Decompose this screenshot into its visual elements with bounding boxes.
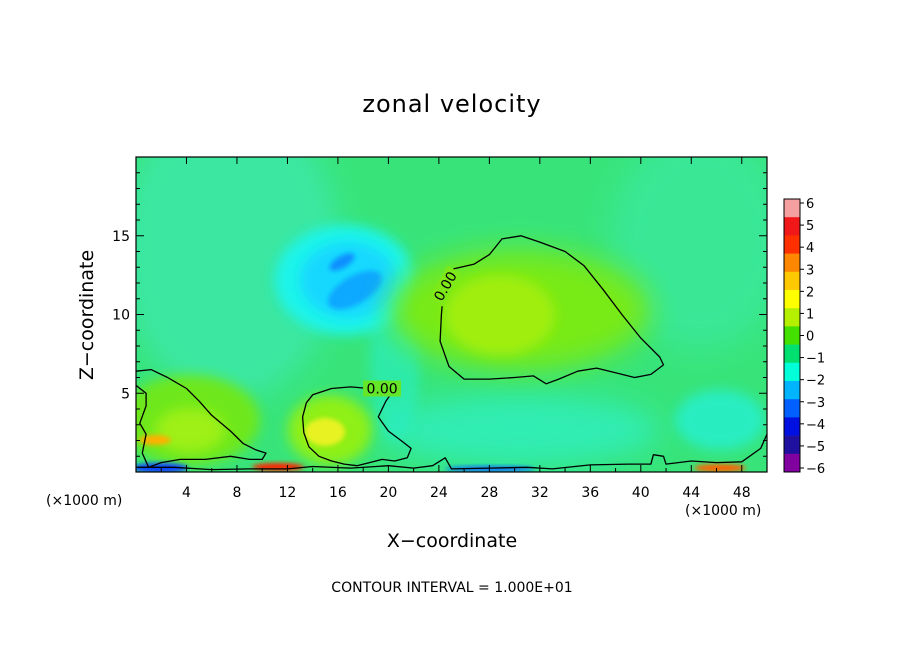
colorbar-segment (784, 326, 800, 345)
colorbar-segment (784, 417, 800, 436)
field-cyan-lower-right (675, 390, 765, 450)
field-bottom-red (252, 463, 304, 471)
colorbar-tick-label: 0 (806, 330, 814, 345)
x-tick-label: 48 (733, 485, 751, 501)
field-shading (136, 157, 767, 472)
colorbar-segment (784, 381, 800, 400)
y-axis-label: Z−coordinate (76, 250, 98, 380)
x-unit-right: (×1000 m) (685, 503, 761, 519)
x-axis-label: X−coordinate (387, 530, 517, 552)
colorbar-tick-label: −4 (806, 418, 825, 433)
colorbar-segment (784, 199, 800, 218)
x-tick-label: 8 (232, 485, 241, 501)
field-mid-lobe-inner (305, 418, 345, 446)
x-tick-label: 36 (581, 485, 599, 501)
contour-label: 0.00 (367, 382, 398, 398)
contour-lines: 0.000.00 (136, 235, 767, 471)
colorbar-segment (784, 253, 800, 273)
field-cyan-lower (380, 395, 660, 465)
contour-line-4 (136, 433, 767, 471)
y-tick-label: 15 (112, 229, 130, 245)
contour-label-bg (428, 265, 462, 307)
x-unit-left: (×1000 m) (46, 493, 122, 509)
field-wall-warm (139, 435, 171, 445)
y-tick-label: 5 (121, 386, 130, 402)
colorbar-segment (784, 362, 800, 382)
colorbar-tick-label: 4 (806, 241, 814, 256)
colorbar-tick-label: −2 (806, 374, 825, 389)
colorbar-segment (784, 344, 800, 364)
field-cyan-band-left (136, 157, 340, 400)
colorbar-segment (784, 290, 800, 309)
colorbar: 6 5 4 3 2 1 0 −1 −2 −3 −4 −5 −6 (783, 197, 825, 477)
chart-title: zonal velocity (362, 90, 541, 118)
x-tick-label: 4 (182, 485, 191, 501)
x-tick-label: 28 (480, 485, 498, 501)
colorbar-segment (784, 308, 800, 327)
x-tick-label: 44 (682, 485, 700, 501)
contour-interval-note: CONTOUR INTERVAL = 1.000E+01 (331, 580, 572, 596)
colorbar-tick-label: 3 (806, 263, 814, 278)
colorbar-tick-label: 2 (806, 285, 814, 300)
field-left-lobe-inner (155, 408, 225, 452)
x-tick-label: 20 (379, 485, 397, 501)
colorbar-tick-label: −1 (806, 352, 825, 367)
plot-area: 0.000.00 (136, 157, 767, 472)
x-tick-label: 12 (279, 485, 297, 501)
field-bottom-right-warm (694, 464, 746, 472)
field-minimum-core-upper (329, 253, 355, 271)
y-tick-label: 10 (112, 308, 130, 324)
colorbar-segment (784, 435, 800, 455)
colorbar-tick-label: 6 (806, 197, 814, 212)
field-cyan-band-right (610, 157, 767, 350)
colorbar-tick-label: 1 (806, 307, 814, 322)
x-tick-label: 16 (329, 485, 347, 501)
colorbar-segment (784, 399, 800, 418)
x-tick-label: 40 (632, 485, 650, 501)
colorbar-segment (784, 453, 800, 473)
contour-line-3 (136, 368, 267, 468)
colorbar-tick-label: −3 (806, 396, 825, 411)
colorbar-tick-label: −5 (806, 440, 825, 455)
contour-line-2 (439, 235, 665, 385)
field-minimum-core (328, 270, 382, 310)
colorbar-segment (784, 217, 800, 236)
colorbar-segment (784, 271, 800, 291)
colorbar-tick-label: −6 (806, 462, 825, 477)
x-tick-label: 32 (531, 485, 549, 501)
colorbar-segment (784, 235, 800, 254)
field-maximum-inner (445, 275, 555, 355)
contour-label-bg (363, 380, 402, 397)
x-tick-label: 24 (430, 485, 448, 501)
colorbar-tick-label: 5 (806, 219, 814, 234)
